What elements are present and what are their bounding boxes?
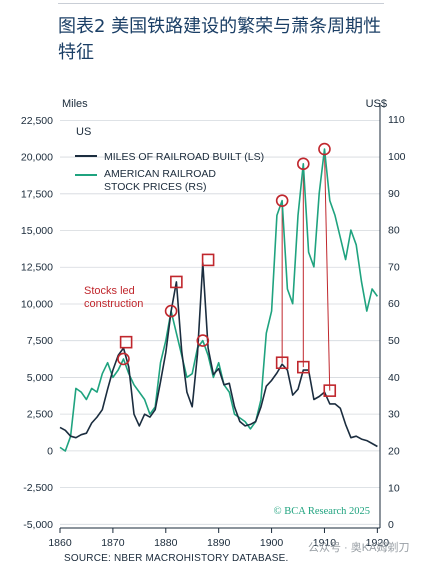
x-tick-label: 1910: [313, 537, 337, 549]
right-tick-label: 110: [388, 114, 405, 126]
source-note: SOURCE: NBER MACROHISTORY DATABASE.: [64, 553, 289, 564]
miles-peak-square: [275, 356, 289, 370]
x-tick-label: 1870: [101, 537, 125, 549]
left-tick-label: 2,500: [27, 409, 53, 421]
right-tick-label: 60: [388, 298, 400, 310]
axes: 22,500 20,000 17,500 15,000 12,500 10,000 7,50…: [21, 103, 406, 549]
country-label: US: [76, 126, 91, 138]
right-tick-label: 90: [388, 188, 400, 200]
right-tick-label: 70: [388, 261, 400, 273]
top-rule: [58, 3, 384, 4]
left-tick-label: 20,000: [21, 152, 53, 164]
left-tick-label: 10,000: [21, 298, 53, 310]
stock-peak-circle: [117, 352, 130, 366]
legend: MILES OF RAILROAD BUILT (LS) AMERICAN RAI…: [75, 151, 264, 193]
right-tick-label: 40: [388, 372, 400, 384]
watermark-text: 公众号 · 奥KA姆剃刀: [308, 542, 410, 554]
stock-peak-circle: [318, 142, 331, 156]
miles-peak-square: [323, 384, 337, 397]
left-tick-label: 0: [47, 445, 53, 457]
miles-peak-square: [201, 253, 215, 267]
lead-lag-links: [281, 149, 331, 391]
legend-label-miles: MILES OF RAILROAD BUILT (LS): [104, 151, 264, 163]
right-tick-label: 10: [388, 482, 400, 494]
right-tick-label: 0: [388, 519, 394, 531]
left-tick-label: 5,000: [27, 372, 53, 384]
miles-peak-square: [119, 335, 133, 349]
left-tick-label: 15,000: [21, 225, 53, 237]
right-tick-label: 20: [388, 446, 400, 458]
x-tick-label: 1860: [48, 537, 72, 549]
miles-peak-square: [297, 360, 310, 374]
stock-peak-circle: [196, 334, 210, 347]
stock-peak-circle: [297, 157, 310, 171]
left-tick-label: -2,500: [23, 482, 53, 494]
x-tick-label: 1890: [207, 537, 231, 549]
left-tick-label: 12,500: [21, 262, 53, 274]
right-axis-unit: US$: [366, 98, 387, 110]
left-tick-label: 17,500: [21, 188, 53, 200]
annotation-line-2: construction: [84, 298, 143, 310]
right-tick-label: 80: [388, 225, 400, 237]
stock-peak-circle: [275, 194, 289, 207]
legend-label-stocks-line-1: AMERICAN RAILROAD: [104, 168, 216, 180]
legend-label-stocks-line-2: STOCK PRICES (RS): [104, 181, 207, 193]
left-tick-label: 22,500: [21, 115, 53, 127]
left-tick-label: 7,500: [27, 335, 53, 347]
miles-peak-square: [170, 275, 183, 289]
x-tick-label: 1920: [366, 537, 390, 549]
credit-text: © BCA Research 2025: [274, 506, 370, 517]
left-axis-unit: Miles: [62, 98, 88, 110]
annotation-line-1: Stocks led: [84, 285, 135, 297]
left-tick-label: -5,000: [23, 519, 53, 531]
right-tick-label: 100: [388, 151, 406, 163]
stock-peak-circle: [164, 304, 178, 318]
lead-lag-link: [323, 149, 331, 391]
gridlines: [60, 119, 380, 525]
stock-prices-line: [59, 148, 379, 452]
x-tick-label: 1880: [154, 537, 178, 549]
right-tick-label: 50: [388, 335, 400, 347]
right-tick-label: 30: [388, 409, 400, 421]
x-tick-label: 1900: [260, 537, 284, 549]
chart-title: 图表2 美国铁路建设的繁荣与萧条周期性特征: [58, 16, 382, 63]
